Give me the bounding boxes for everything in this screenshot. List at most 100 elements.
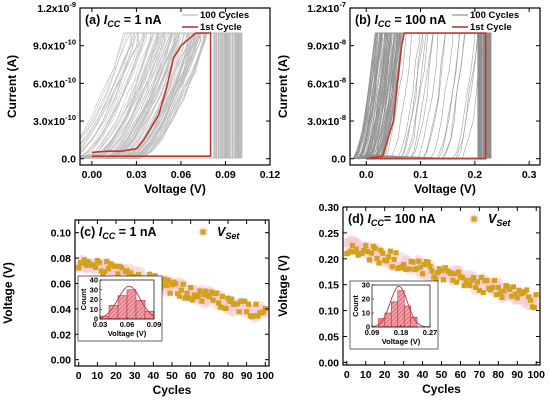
cycle-curve [365,32,482,160]
vset-point [380,250,386,256]
y-tick-base: 0.0 [61,154,76,166]
vset-point [225,295,231,301]
title-sub: CC [102,231,115,241]
inset-x-tick-label: 0.27 [423,328,438,337]
y-tick-label: 0.20 [319,254,340,266]
x-tick-label: 10 [92,370,104,382]
cycle-curve [91,32,221,160]
inset-x-label: Voltage (V) [108,329,147,338]
vset-point [242,298,248,304]
vset-point [76,265,82,271]
legend-cycles-label: 100 Cycles [470,10,519,21]
y-tick-label: 0.10 [51,228,72,240]
plot-frame [349,7,541,166]
vset-point [160,281,166,288]
y-tick-label: 0.0 [331,154,346,166]
legend-sym: V [488,212,498,226]
vset-point [450,277,456,283]
title-prefix: (a) [85,13,104,27]
legend-sub: Set [225,231,240,241]
cycle-curve [80,32,236,159]
vset-point [163,282,170,289]
x-tick-label: 0.3 [522,169,537,181]
vset-point [229,296,235,302]
cycle-curve [91,32,230,160]
vset-point [495,284,501,291]
vset-point [113,263,119,269]
vset-point [524,287,530,293]
y-tick-label: 9.0x10-10 [33,38,76,53]
panel-title: (b) ICC = 100 nA [355,13,446,29]
y-axis-label: Current (A) [276,55,290,118]
x-tick-label: 0.09 [215,169,236,181]
y-tick-exp: -9 [69,0,76,9]
inset-bar [397,290,405,328]
vset-point [419,271,426,277]
legend-cycles-label: 100 Cycles [200,10,249,21]
first-cycle-curve [91,32,212,157]
vset-point [507,286,513,292]
vset-point [410,259,416,265]
cycle-curve [86,32,220,159]
title-suffix: = 100 nA [391,13,446,27]
legend-sym: V [217,225,227,239]
vset-point [531,304,537,311]
x-tick-label: 60 [185,370,197,382]
cycle-curve [365,32,488,160]
vset-point [147,271,153,277]
vset-point [490,284,496,291]
vset-point [353,246,359,252]
cycle-curve [80,32,233,159]
vset-point [406,266,412,272]
x-tick-label: 0 [344,369,350,381]
inset-y-tick-label: 20 [90,295,98,304]
vset-point [223,305,229,311]
cycle-curve [91,32,224,160]
inset-x-tick-label: 0.03 [93,320,108,329]
inset-y-label: Count [351,295,360,317]
cycle-curve [80,32,215,159]
vset-point [366,257,373,263]
plot-area [80,32,243,160]
inset-y-tick-label: 20 [362,295,370,304]
vset-point [526,294,532,300]
vset-point [349,242,356,249]
vset-point [416,258,422,264]
legend-sub: Set [496,218,511,228]
title-prefix: (c) [80,225,99,239]
vset-point [253,301,259,307]
title-symbol: I [99,225,103,239]
y-tick-exp: -10 [65,75,76,84]
x-tick-label: 0.03 [126,169,147,181]
cycle-curve [363,32,491,159]
title-sub: CC [107,19,120,29]
x-tick-label: 90 [511,369,523,381]
x-tick-label: 90 [241,370,253,382]
vset-point [92,264,99,271]
legend-vset-label: VSet [488,212,511,228]
plot-area [343,234,540,311]
vset-point [119,265,125,271]
x-axis-label: Cycles [422,382,461,396]
inset-y-tick-label: 0 [366,323,370,332]
vset-point [391,256,397,263]
vset-point [438,268,445,274]
vset-point [368,250,375,256]
vset-point [206,294,212,300]
cycle-curve [80,32,227,159]
x-tick-label: 50 [166,370,178,382]
vset-point [455,269,462,275]
cycle-curve [355,32,489,160]
vset-point [501,288,507,294]
y-tick-exp: -8 [339,38,346,47]
vset-point [251,313,257,319]
vset-point [448,270,454,277]
vset-point [484,277,490,283]
inset-y-tick-label: 10 [90,305,98,314]
y-tick-base: 1.2x10 [307,3,339,15]
y-tick-label: 0.25 [319,228,340,240]
vset-point [165,277,171,283]
x-tick-label: 60 [455,369,467,381]
legend-marker [471,216,477,222]
